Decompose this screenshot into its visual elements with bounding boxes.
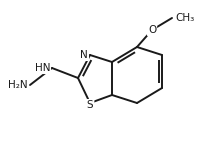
Text: H₂N: H₂N: [8, 80, 28, 90]
Text: S: S: [87, 100, 93, 110]
Text: HN: HN: [34, 63, 50, 73]
Text: CH₃: CH₃: [175, 13, 194, 23]
Text: O: O: [148, 25, 156, 35]
Text: N: N: [80, 50, 88, 60]
